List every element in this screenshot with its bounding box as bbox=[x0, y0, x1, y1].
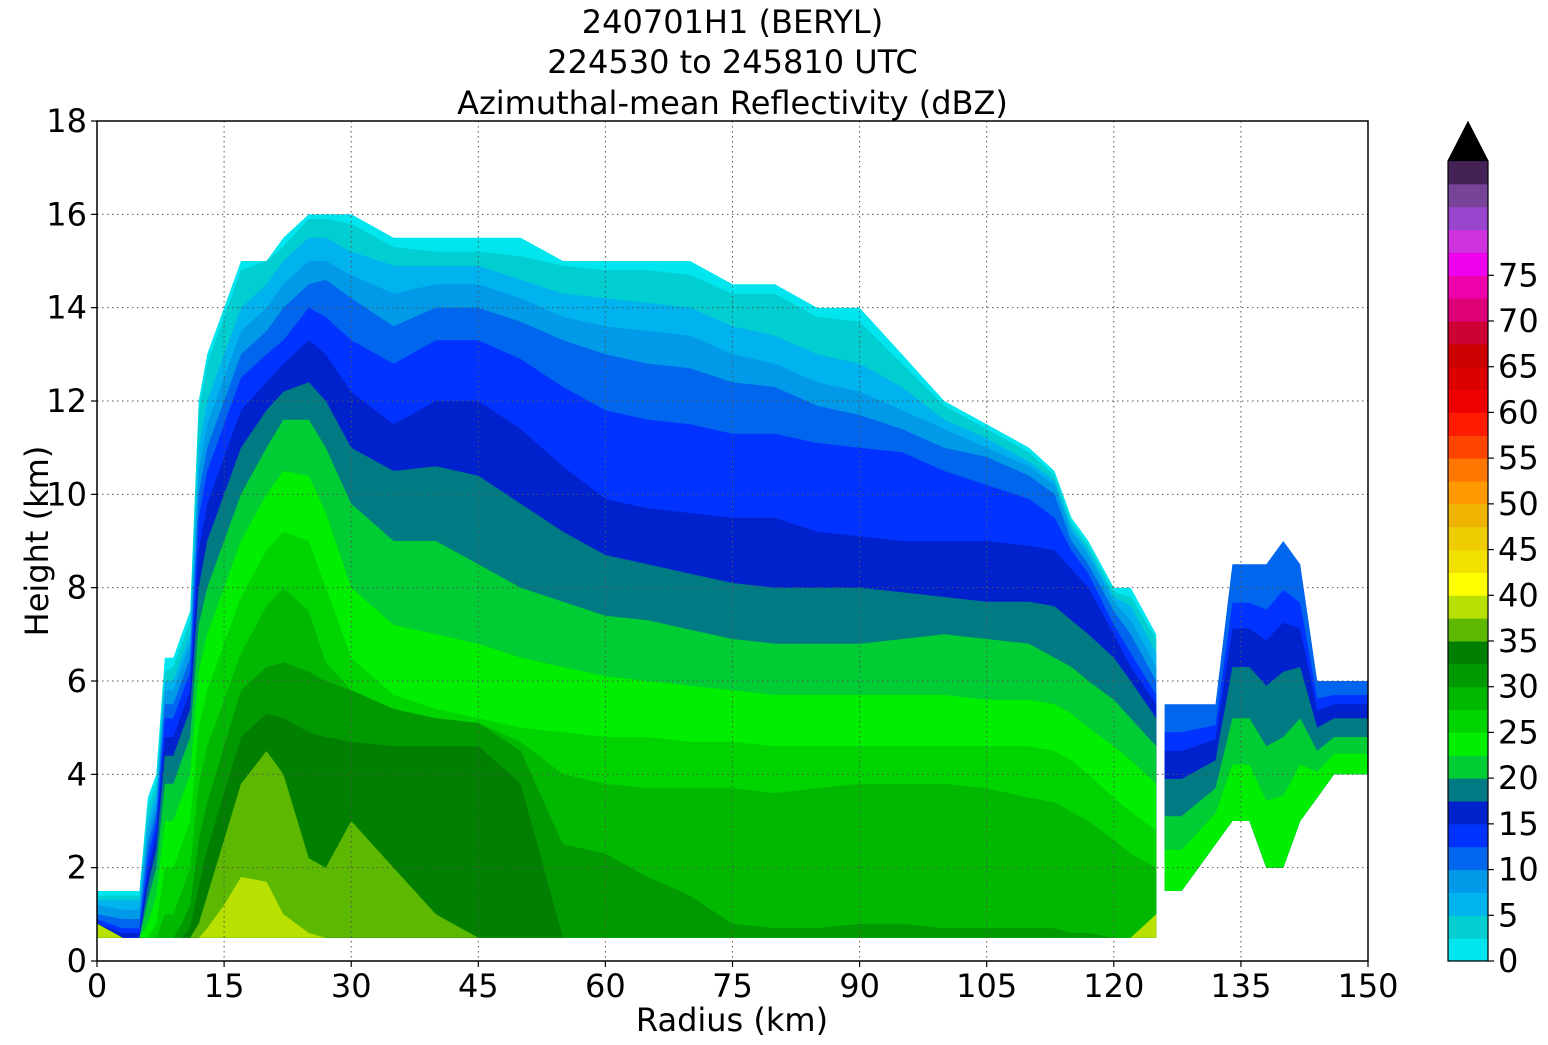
y-tick-label-1: 2 bbox=[67, 849, 87, 887]
colorbar: 0 5 10 15 20 25 30 35 40 45 50 55 60 65 70 75 bbox=[1447, 120, 1539, 980]
colorbar-cell-28 bbox=[1448, 298, 1488, 322]
colorbar-cell-19 bbox=[1448, 503, 1488, 528]
colorbar-cell-30 bbox=[1448, 252, 1488, 276]
x-tick-label-8: 120 bbox=[1083, 967, 1144, 1005]
y-tick-label-7: 14 bbox=[46, 289, 87, 327]
x-tick-label-3: 45 bbox=[458, 967, 499, 1005]
colorbar-cell-14 bbox=[1448, 618, 1488, 642]
x-tick-label-5: 75 bbox=[712, 967, 753, 1005]
colorbar-cell-13 bbox=[1448, 641, 1488, 665]
title-line-1: 240701H1 (BERYL) bbox=[581, 3, 884, 41]
colorbar-cell-31 bbox=[1448, 229, 1488, 253]
colorbar-cell-32 bbox=[1448, 206, 1488, 231]
colorbar-cell-29 bbox=[1448, 275, 1488, 299]
x-tick-label-10: 150 bbox=[1337, 967, 1398, 1005]
colorbar-tick-label-11: 55 bbox=[1498, 439, 1539, 477]
colorbar-cell-20 bbox=[1448, 481, 1488, 505]
colorbar-cell-4 bbox=[1448, 846, 1488, 871]
y-tick-label-8: 16 bbox=[46, 195, 87, 233]
colorbar-tick-label-9: 45 bbox=[1498, 531, 1539, 569]
x-tick-label-6: 90 bbox=[839, 967, 880, 1005]
colorbar-cell-7 bbox=[1448, 778, 1488, 802]
colorbar-cell-27 bbox=[1448, 321, 1488, 345]
x-tick-label-2: 30 bbox=[331, 967, 372, 1005]
colorbar-tick-label-12: 60 bbox=[1498, 393, 1539, 431]
colorbar-cell-33 bbox=[1448, 183, 1488, 208]
colorbar-cell-12 bbox=[1448, 663, 1488, 688]
x-axis-label: Radius (km) bbox=[636, 1001, 828, 1039]
colorbar-cell-18 bbox=[1448, 526, 1488, 551]
colorbar-cell-21 bbox=[1448, 458, 1488, 482]
colorbar-cell-9 bbox=[1448, 732, 1488, 756]
colorbar-cell-24 bbox=[1448, 389, 1488, 413]
contour-band-13 bbox=[97, 751, 1157, 938]
colorbar-cell-11 bbox=[1448, 686, 1488, 711]
colorbar-tick-label-8: 40 bbox=[1498, 576, 1539, 614]
colorbar-tick-label-14: 70 bbox=[1498, 302, 1539, 340]
y-axis-label: Height (km) bbox=[18, 446, 56, 637]
colorbar-tick-label-0: 0 bbox=[1498, 942, 1518, 980]
colorbar-tick-label-2: 10 bbox=[1498, 851, 1539, 889]
colorbar-cell-10 bbox=[1448, 709, 1488, 733]
colorbar-tick-label-5: 25 bbox=[1498, 713, 1539, 751]
colorbar-outline bbox=[1447, 120, 1489, 962]
colorbar-tick-label-3: 15 bbox=[1498, 805, 1539, 843]
y-tick-label-6: 12 bbox=[46, 382, 87, 420]
x-tick-label-0: 0 bbox=[87, 967, 107, 1005]
y-tick-label-0: 0 bbox=[67, 942, 87, 980]
colorbar-tick-label-4: 20 bbox=[1498, 759, 1539, 797]
grid bbox=[97, 121, 1368, 961]
colorbar-tick-label-7: 35 bbox=[1498, 622, 1539, 660]
colorbar-extend-max bbox=[1448, 122, 1488, 161]
colorbar-tick-label-13: 65 bbox=[1498, 348, 1539, 386]
colorbar-cell-16 bbox=[1448, 572, 1488, 596]
y-tick-label-2: 4 bbox=[67, 755, 87, 793]
y-tick-label-4: 8 bbox=[67, 569, 87, 607]
colorbar-cell-25 bbox=[1448, 366, 1488, 391]
x-tick-label-9: 135 bbox=[1210, 967, 1271, 1005]
colorbar-cell-17 bbox=[1448, 549, 1488, 573]
contour-fill bbox=[97, 214, 1368, 938]
title-line-3: Azimuthal-mean Reflectivity (dBZ) bbox=[457, 84, 1008, 122]
colorbar-cell-5 bbox=[1448, 823, 1488, 848]
colorbar-cell-34 bbox=[1448, 161, 1488, 185]
colorbar-tick-label-10: 50 bbox=[1498, 485, 1539, 523]
colorbar-cell-2 bbox=[1448, 892, 1488, 916]
colorbar-tick-label-1: 5 bbox=[1498, 896, 1518, 934]
axes: 0 15 30 45 60 75 90 105 120 135 150 0 2 4 6 8 10 12 14 16 18 bbox=[46, 102, 1398, 1005]
colorbar-cell-8 bbox=[1448, 755, 1488, 779]
colorbar-cell-6 bbox=[1448, 801, 1488, 825]
colorbar-cell-26 bbox=[1448, 343, 1488, 368]
colorbar-tick-label-6: 30 bbox=[1498, 668, 1539, 706]
colorbar-cell-15 bbox=[1448, 595, 1488, 619]
colorbar-cell-23 bbox=[1448, 412, 1488, 436]
colorbar-tick-label-15: 75 bbox=[1498, 256, 1539, 294]
y-tick-label-3: 6 bbox=[67, 662, 87, 700]
y-tick-label-9: 18 bbox=[46, 102, 87, 140]
x-tick-label-4: 60 bbox=[585, 967, 626, 1005]
x-tick-label-7: 105 bbox=[956, 967, 1017, 1005]
title-line-2: 224530 to 245810 UTC bbox=[547, 43, 918, 81]
outer-band-5 bbox=[1164, 753, 1368, 891]
colorbar-cell-22 bbox=[1448, 435, 1488, 459]
colorbar-cell-0 bbox=[1448, 938, 1488, 962]
x-tick-label-1: 15 bbox=[204, 967, 245, 1005]
colorbar-cell-3 bbox=[1448, 869, 1488, 893]
y-tick-label-5: 10 bbox=[46, 475, 87, 513]
colorbar-cell-1 bbox=[1448, 915, 1488, 939]
